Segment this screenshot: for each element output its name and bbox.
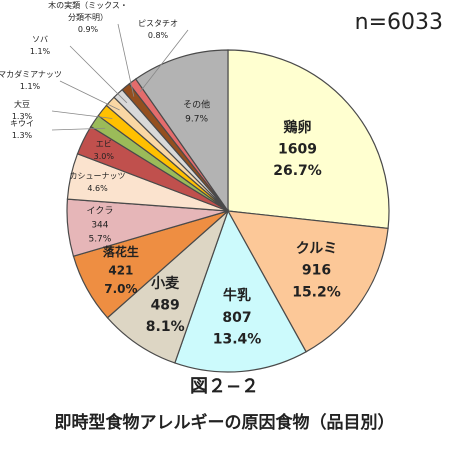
leader-line	[117, 23, 135, 97]
pie-slice	[174, 209, 307, 373]
slice-percent-label: 3.0%	[94, 152, 115, 161]
slice-name-label: 分類不明）	[68, 12, 108, 22]
slice-name-label: 小麦	[151, 275, 180, 292]
slice-name-label: その他	[183, 98, 210, 110]
slice-percent-label: 9.7%	[185, 114, 208, 124]
slice-name-label: 大豆	[14, 99, 30, 109]
chart-caption: 即時型食物アレルギーの原因食物（品目別）	[54, 413, 395, 433]
leader-line	[59, 80, 120, 111]
pie-slice	[226, 210, 389, 353]
slice-percent-label: 15.2%	[292, 284, 341, 300]
slice-name-label: イクラ	[87, 206, 114, 217]
slice-count-label: 489	[151, 297, 180, 313]
slice-name-label: キウイ	[10, 119, 34, 128]
sample-size-label: n=6033	[354, 10, 443, 35]
leader-line	[69, 45, 128, 104]
slice-percent-label: 7.0%	[104, 282, 137, 296]
slice-name-label: クルミ	[296, 241, 338, 257]
slice-percent-label: 13.4%	[213, 331, 262, 347]
slice-name-label: エビ	[96, 139, 112, 148]
slice-name-label: 牛乳	[223, 287, 251, 304]
slice-name-label: 鶏卵	[284, 119, 312, 136]
pie-slice	[227, 49, 390, 230]
slice-name-label: 落花生	[103, 244, 139, 259]
slice-percent-label: 0.9%	[78, 25, 99, 34]
slice-percent-label: 26.7%	[273, 163, 322, 179]
slice-name-label: ソバ	[32, 35, 48, 44]
slice-percent-label: 1.1%	[20, 82, 41, 91]
pie-slice	[134, 49, 229, 213]
slice-percent-label: 1.3%	[12, 131, 33, 140]
slice-percent-label: 5.7%	[88, 235, 111, 245]
leader-line	[51, 127, 106, 131]
slice-count-label: 421	[108, 263, 133, 277]
slice-count-label: 344	[91, 221, 108, 231]
slice-percent-label: 1.1%	[30, 47, 51, 56]
slice-count-label: 1609	[278, 142, 317, 158]
slice-name-label: 木の実類（ミックス・	[48, 0, 128, 10]
slice-percent-label: 0.8%	[148, 31, 169, 40]
slice-percent-label: 1.3%	[12, 112, 33, 121]
slice-name-label: ピスタチオ	[138, 19, 178, 28]
slice-percent-label: 4.6%	[87, 184, 108, 193]
slice-percent-label: 8.1%	[146, 319, 185, 335]
slice-name-label: カシューナッツ	[70, 172, 126, 181]
slice-count-label: 807	[222, 310, 251, 326]
leader-line	[139, 29, 189, 93]
leader-line	[51, 110, 113, 119]
figure-number: 図２−２	[189, 376, 260, 397]
slice-count-label: 916	[302, 263, 331, 279]
slice-name-label: マカダミアナッツ	[0, 69, 62, 79]
